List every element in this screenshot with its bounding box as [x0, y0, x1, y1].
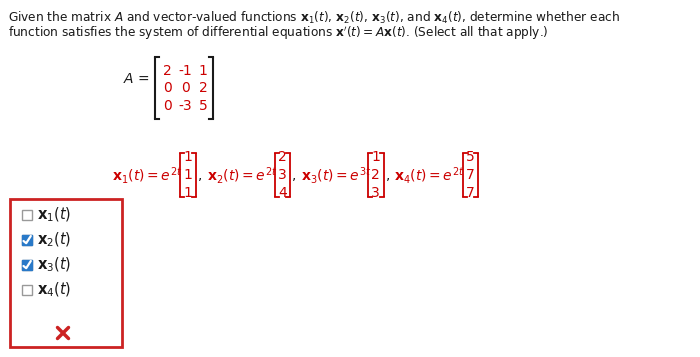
Text: 7: 7: [466, 186, 475, 200]
Text: 0: 0: [181, 81, 190, 95]
Text: $\mathbf{x}_3(t) = e^{3t}$: $\mathbf{x}_3(t) = e^{3t}$: [301, 165, 372, 186]
Text: 2: 2: [278, 150, 287, 164]
Text: $\mathbf{x}_2(t) = e^{2t}$: $\mathbf{x}_2(t) = e^{2t}$: [206, 165, 277, 186]
Text: 3: 3: [278, 168, 287, 182]
Text: $\mathbf{x}_4(t)$: $\mathbf{x}_4(t)$: [37, 281, 71, 299]
Text: 0: 0: [162, 81, 172, 95]
Text: ,: ,: [386, 168, 390, 182]
Text: Given the matrix $A$ and vector-valued functions $\mathbf{x}_1(t)$, $\mathbf{x}_: Given the matrix $A$ and vector-valued f…: [8, 10, 620, 26]
Text: $\mathbf{x}_1(t) = e^{2t}$: $\mathbf{x}_1(t) = e^{2t}$: [112, 165, 183, 186]
Text: function satisfies the system of differential equations $\mathbf{x}'(t) = A\math: function satisfies the system of differe…: [8, 25, 549, 42]
Text: $\mathbf{x}_2(t)$: $\mathbf{x}_2(t)$: [37, 231, 71, 249]
Text: 3: 3: [372, 186, 380, 200]
Text: 1: 1: [183, 168, 192, 182]
Bar: [22, 235, 32, 245]
Text: 2: 2: [162, 64, 172, 78]
Text: 1: 1: [372, 150, 380, 164]
Text: 2: 2: [199, 81, 207, 95]
Text: $\mathbf{x}_3(t)$: $\mathbf{x}_3(t)$: [37, 256, 71, 274]
Text: ,: ,: [197, 168, 202, 182]
Text: 1: 1: [199, 64, 207, 78]
Text: 5: 5: [466, 150, 475, 164]
Bar: [22, 210, 32, 220]
Text: $A$ =: $A$ =: [123, 72, 150, 86]
Text: 1: 1: [183, 150, 192, 164]
Bar: [22, 260, 32, 270]
Text: 2: 2: [372, 168, 380, 182]
Text: 0: 0: [162, 99, 172, 113]
Text: 5: 5: [199, 99, 207, 113]
Text: $\mathbf{x}_1(t)$: $\mathbf{x}_1(t)$: [37, 206, 71, 224]
Text: -1: -1: [178, 64, 192, 78]
Text: ,: ,: [292, 168, 296, 182]
Bar: [22, 260, 32, 270]
Text: 1: 1: [183, 186, 192, 200]
Bar: [22, 285, 32, 295]
Text: 7: 7: [466, 168, 475, 182]
Bar: [22, 235, 32, 245]
Text: 4: 4: [278, 186, 287, 200]
Text: $\mathbf{x}_4(t) = e^{2t}$: $\mathbf{x}_4(t) = e^{2t}$: [395, 165, 465, 186]
Text: -3: -3: [178, 99, 192, 113]
